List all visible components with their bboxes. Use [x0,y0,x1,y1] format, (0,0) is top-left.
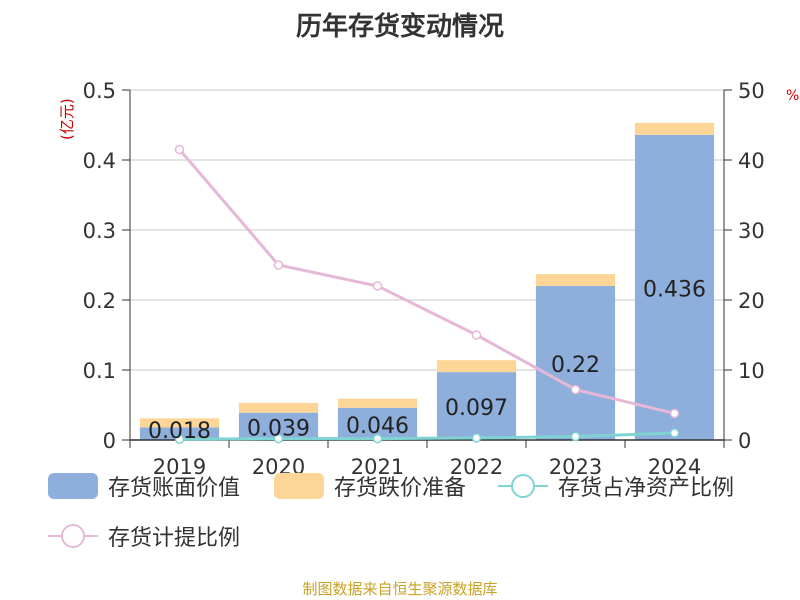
left-axis-tick-label: 0.5 [83,79,116,103]
right-axis-tick-label: 50 [738,79,765,103]
right-axis-tick-label: 0 [738,429,751,453]
legend-label-book-value: 存货账面价值 [108,476,241,501]
bar-book-value [139,427,220,440]
x-axis-tick-label: 2024 [648,455,701,479]
legend-swatch-impairment [274,473,324,499]
left-axis-tick-label: 0.1 [83,359,116,383]
point-provision-ratio [174,144,185,155]
left-axis-tick-label: 0.3 [83,219,116,243]
chart-title: 历年存货变动情况 [295,12,504,42]
left-axis-tick-label: 0 [103,429,116,453]
bar-impairment [337,398,418,408]
x-axis-tick-label: 2019 [153,455,206,479]
point-net-asset-ratio [372,433,383,444]
legend-swatch-net-asset-ratio [498,473,548,499]
left-axis-tick-label: 0.2 [83,289,116,313]
bar-impairment [139,418,220,428]
x-axis-tick-label: 2022 [450,455,503,479]
legend-item-impairment[interactable]: 存货跌价准备 [274,470,466,502]
right-axis-unit: % [786,88,800,104]
legend-swatch-provision-ratio [48,523,98,549]
bar-data-label: 0.039 [247,416,310,441]
left-axis-tick-label: 0.4 [83,149,116,173]
point-provision-ratio [471,330,482,340]
line-provision-ratio [178,148,675,415]
bar-data-label: 0.097 [445,396,508,421]
bar-data-label: 0.046 [346,414,409,439]
point-provision-ratio [273,260,284,270]
right-axis-tick-label: 10 [738,359,765,383]
point-net-asset-ratio [273,433,284,444]
x-axis-tick-label: 2023 [549,455,602,479]
bar-impairment [436,360,517,373]
bar-impairment [238,402,319,413]
bar-data-label: 0.436 [643,277,706,302]
bar-book-value [436,372,517,440]
point-net-asset-ratio [570,431,581,442]
point-net-asset-ratio [471,433,482,443]
bar-impairment [535,274,616,286]
point-provision-ratio [669,408,680,419]
legend-label-net-asset-ratio: 存货占净资产比例 [558,476,735,501]
line-net-asset-ratio [179,431,675,441]
legend-item-book-value[interactable]: 存货账面价值 [48,470,240,502]
bar-data-label: 0.22 [551,353,600,378]
point-provision-ratio [570,384,581,395]
legend-item-net-asset-ratio[interactable]: 存货占净资产比例 [498,470,734,502]
legend-label-provision-ratio: 存货计提比例 [108,526,241,551]
legend-label-impairment: 存货跌价准备 [334,476,467,501]
right-axis-tick-label: 40 [738,149,765,173]
legend-swatch-book-value [48,473,98,499]
right-axis-tick-label: 30 [738,219,765,243]
bar-data-label: 0.018 [148,419,211,444]
right-axis-tick-label: 20 [738,289,765,313]
point-provision-ratio [372,281,383,291]
point-net-asset-ratio [174,434,185,445]
legend-item-provision-ratio[interactable]: 存货计提比例 [48,520,240,552]
point-net-asset-ratio [669,428,680,438]
bar-book-value [535,286,616,440]
bar-impairment [634,122,715,135]
bar-book-value [634,134,715,441]
data-source-note: 制图数据来自恒生聚源数据库 [302,580,498,598]
x-axis-tick-label: 2021 [351,455,404,479]
